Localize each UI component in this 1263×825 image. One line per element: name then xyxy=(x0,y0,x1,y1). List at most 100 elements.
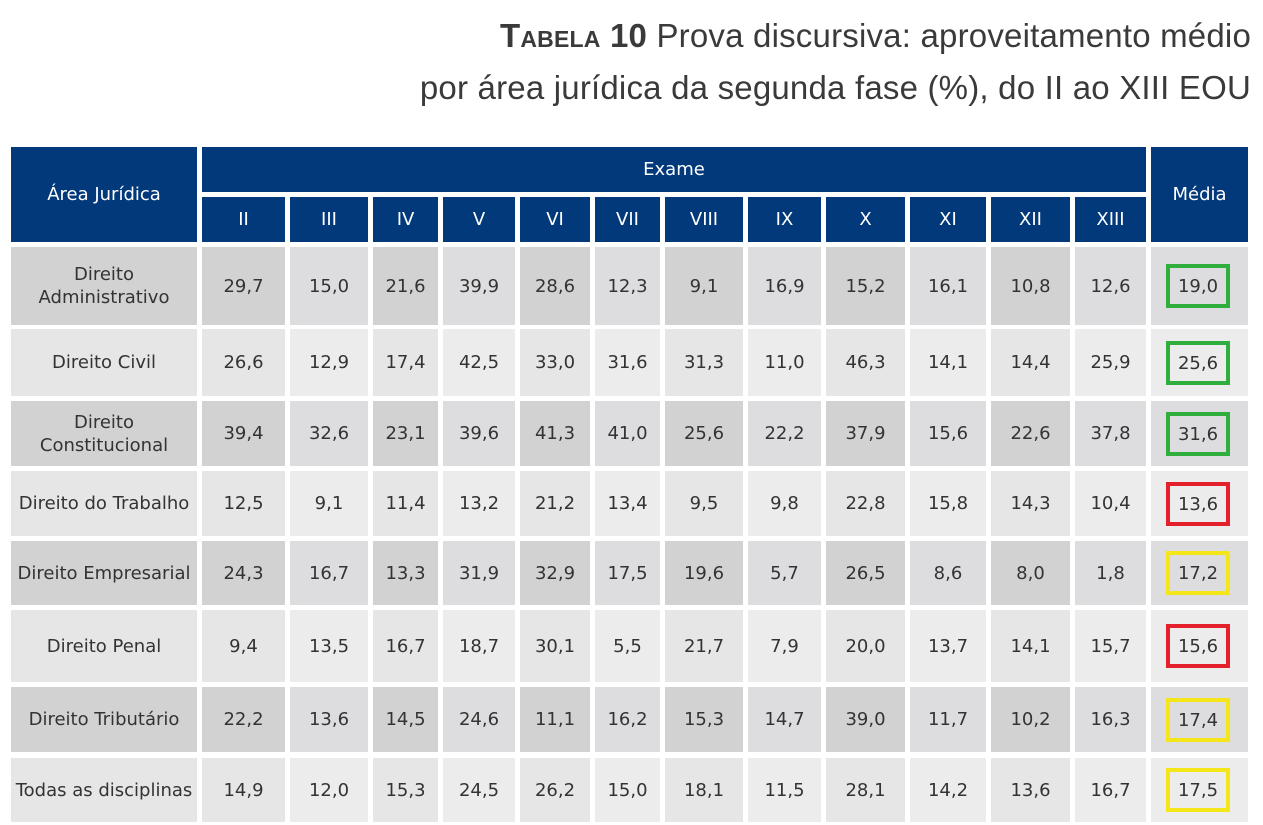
table-cell: 13,6 xyxy=(290,687,368,752)
media-value-box: 17,4 xyxy=(1166,698,1230,742)
table-cell: 16,2 xyxy=(595,687,660,752)
table-cell: 13,5 xyxy=(290,610,368,682)
media-header: Média xyxy=(1151,147,1248,242)
table-cell: 15,0 xyxy=(290,247,368,325)
table-cell: 19,6 xyxy=(665,541,743,605)
table-cell: 46,3 xyxy=(826,329,905,396)
table-cell: 23,1 xyxy=(373,401,438,466)
table-cell: 24,5 xyxy=(443,758,515,822)
table-cell: 14,2 xyxy=(910,758,986,822)
exam-header-vi: VI xyxy=(520,197,590,242)
table-cell: 13,3 xyxy=(373,541,438,605)
table-cell: 15,6 xyxy=(910,401,986,466)
table-cell: 31,6 xyxy=(595,329,660,396)
table-cell: 22,8 xyxy=(826,471,905,536)
table-cell: 26,5 xyxy=(826,541,905,605)
row-area-label: Todas as disciplinas xyxy=(11,758,197,822)
exam-header-xi: XI xyxy=(910,197,986,242)
table-cell: 28,1 xyxy=(826,758,905,822)
table-cell: 15,7 xyxy=(1075,610,1146,682)
table-cell: 15,3 xyxy=(373,758,438,822)
table-cell: 1,8 xyxy=(1075,541,1146,605)
table-cell: 14,7 xyxy=(748,687,821,752)
table-cell: 21,6 xyxy=(373,247,438,325)
table-cell: 25,9 xyxy=(1075,329,1146,396)
table-cell: 39,9 xyxy=(443,247,515,325)
table-cell: 14,3 xyxy=(991,471,1070,536)
table-cell: 14,1 xyxy=(910,329,986,396)
table-cell: 18,1 xyxy=(665,758,743,822)
row-area-label: Direito do Trabalho xyxy=(11,471,197,536)
table-cell: 12,6 xyxy=(1075,247,1146,325)
table-cell: 13,7 xyxy=(910,610,986,682)
table-cell: 21,7 xyxy=(665,610,743,682)
table-cell: 9,1 xyxy=(290,471,368,536)
table-cell: 22,2 xyxy=(202,687,285,752)
table-cell: 22,6 xyxy=(991,401,1070,466)
table-cell: 39,0 xyxy=(826,687,905,752)
table-cell: 9,5 xyxy=(665,471,743,536)
table-cell: 20,0 xyxy=(826,610,905,682)
table-cell: 16,9 xyxy=(748,247,821,325)
row-area-label: Direito Empresarial xyxy=(11,541,197,605)
title-line-1: Prova discursiva: aproveitamento médio xyxy=(656,17,1251,54)
table-cell: 41,0 xyxy=(595,401,660,466)
table-cell: 14,5 xyxy=(373,687,438,752)
table-cell: 31,3 xyxy=(665,329,743,396)
media-value-box: 17,5 xyxy=(1166,768,1230,812)
row-area-label: Direito Constitucional xyxy=(11,401,197,466)
table-cell: 41,3 xyxy=(520,401,590,466)
media-value-box: 25,6 xyxy=(1166,341,1230,385)
exam-header-viii: VIII xyxy=(665,197,743,242)
area-header: Área Jurídica xyxy=(11,147,197,242)
table-cell: 30,1 xyxy=(520,610,590,682)
table-cell: 39,4 xyxy=(202,401,285,466)
table-cell: 17,4 xyxy=(373,329,438,396)
table-cell: 24,6 xyxy=(443,687,515,752)
row-area-label: Direito Civil xyxy=(11,329,197,396)
exam-header-xii: XII xyxy=(991,197,1070,242)
table-cell: 13,6 xyxy=(991,758,1070,822)
table-cell: 9,8 xyxy=(748,471,821,536)
row-area-label: Direito Tributário xyxy=(11,687,197,752)
table-cell: 18,7 xyxy=(443,610,515,682)
table-cell: 25,6 xyxy=(665,401,743,466)
table-cell: 12,3 xyxy=(595,247,660,325)
table-cell: 11,4 xyxy=(373,471,438,536)
table-cell: 11,1 xyxy=(520,687,590,752)
table-cell: 24,3 xyxy=(202,541,285,605)
table-cell: 7,9 xyxy=(748,610,821,682)
table-cell: 29,7 xyxy=(202,247,285,325)
table-cell: 32,6 xyxy=(290,401,368,466)
table-cell: 9,1 xyxy=(665,247,743,325)
table-cell: 26,6 xyxy=(202,329,285,396)
exam-header-ii: II xyxy=(202,197,285,242)
exam-header-iv: IV xyxy=(373,197,438,242)
title-line-2: por área jurídica da segunda fase (%), d… xyxy=(419,69,1251,106)
table-cell: 5,5 xyxy=(595,610,660,682)
table-cell: 39,6 xyxy=(443,401,515,466)
exam-header-xiii: XIII xyxy=(1075,197,1146,242)
table-cell: 21,2 xyxy=(520,471,590,536)
table-cell: 28,6 xyxy=(520,247,590,325)
exam-header-vii: VII xyxy=(595,197,660,242)
table-cell: 12,9 xyxy=(290,329,368,396)
table-cell: 13,2 xyxy=(443,471,515,536)
table-cell: 15,0 xyxy=(595,758,660,822)
table-cell: 10,2 xyxy=(991,687,1070,752)
media-value-box: 31,6 xyxy=(1166,412,1230,456)
exame-header: Exame xyxy=(202,147,1146,192)
table-cell: 13,4 xyxy=(595,471,660,536)
table-cell: 16,3 xyxy=(1075,687,1146,752)
table-cell: 10,8 xyxy=(991,247,1070,325)
exam-header-x: X xyxy=(826,197,905,242)
table-cell: 15,8 xyxy=(910,471,986,536)
table-cell: 15,2 xyxy=(826,247,905,325)
table-cell: 14,9 xyxy=(202,758,285,822)
table-cell: 42,5 xyxy=(443,329,515,396)
media-value-box: 19,0 xyxy=(1166,264,1230,308)
table-cell: 14,1 xyxy=(991,610,1070,682)
exam-header-iii: III xyxy=(290,197,368,242)
table-cell: 8,6 xyxy=(910,541,986,605)
table-cell: 37,9 xyxy=(826,401,905,466)
